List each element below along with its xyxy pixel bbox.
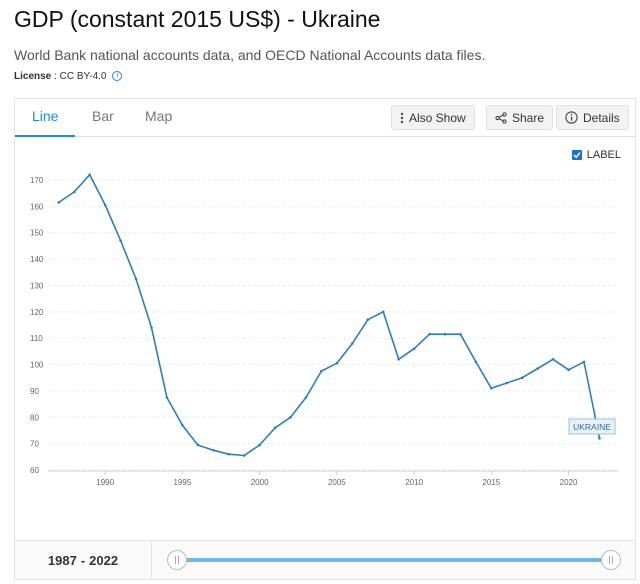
label-toggle[interactable]: LABEL [571, 149, 621, 161]
y-tick-label: 150 [30, 229, 44, 238]
data-point[interactable] [567, 368, 570, 372]
y-tick-label: 140 [30, 255, 44, 264]
page-title: GDP (constant 2015 US$) - Ukraine [14, 6, 381, 32]
y-tick-label: 120 [30, 308, 44, 317]
details-label: Details [583, 110, 620, 125]
also-show-label: Also Show [409, 110, 466, 125]
more-vertical-icon [400, 112, 404, 123]
data-point[interactable] [242, 454, 246, 457]
range-slider-end-handle[interactable] [601, 550, 621, 570]
details-button[interactable]: Details [556, 105, 629, 130]
y-tick-label: 80 [30, 413, 39, 422]
data-point[interactable] [551, 357, 555, 361]
range-slider-track[interactable] [177, 558, 611, 562]
range-start: 1987 [47, 552, 77, 568]
range-separator: - [80, 552, 86, 568]
license-label: License [14, 71, 52, 82]
data-point[interactable] [273, 426, 277, 430]
y-tick-label: 130 [30, 281, 44, 290]
data-point[interactable] [443, 332, 447, 336]
label-toggle-text: LABEL [586, 149, 621, 161]
tab-line[interactable]: Line [32, 108, 59, 124]
y-tick-label: 70 [30, 440, 39, 449]
share-icon [495, 111, 507, 124]
data-point[interactable] [304, 396, 308, 399]
range-slider-start-handle[interactable] [167, 550, 187, 570]
data-point[interactable] [335, 361, 339, 365]
data-point[interactable] [381, 310, 385, 314]
y-tick-label: 60 [30, 466, 39, 475]
x-tick-label: 1990 [96, 478, 114, 487]
x-tick-label: 2010 [405, 478, 423, 487]
y-tick-label: 170 [30, 176, 44, 185]
share-label: Share [512, 110, 545, 125]
data-point[interactable] [211, 448, 215, 452]
info-icon[interactable]: i [112, 71, 123, 82]
line-chart: 60 70 80 90 100 110 120 130 140 150 160 170 1990 1995… [30, 173, 618, 487]
data-point[interactable] [320, 369, 323, 373]
data-point[interactable] [428, 332, 431, 336]
page-subtitle: World Bank national accounts data, and O… [14, 47, 486, 63]
data-point[interactable] [289, 415, 292, 419]
y-tick-label: 100 [30, 361, 44, 370]
tab-map[interactable]: Map [145, 108, 173, 124]
data-point[interactable] [505, 381, 509, 385]
chart-tabs: Line Bar Map Also Show Share Details [15, 99, 635, 137]
range-end: 2022 [89, 552, 119, 568]
data-point[interactable] [490, 386, 493, 390]
data-point[interactable] [72, 190, 76, 194]
data-point[interactable] [165, 396, 169, 399]
x-tick-label: 2005 [328, 478, 346, 487]
time-range-bar: 1987 - 2022 [14, 540, 636, 580]
data-point[interactable] [459, 332, 462, 336]
data-point[interactable] [119, 239, 122, 242]
x-tick-label: 2000 [251, 478, 269, 487]
chart-panel: Line Bar Map Also Show Share Details LAB… [14, 98, 636, 540]
data-point[interactable] [397, 357, 400, 361]
share-button[interactable]: Share [486, 105, 554, 130]
license-value: CC BY-4.0 [59, 71, 107, 82]
data-point[interactable] [351, 342, 354, 345]
data-point[interactable] [181, 423, 184, 427]
data-point[interactable] [536, 367, 539, 370]
info-circle-icon [565, 111, 578, 124]
license-line: License : CC BY-4.0 i [14, 71, 123, 82]
data-point[interactable] [227, 452, 231, 456]
data-point[interactable] [150, 326, 153, 329]
checkbox-checked-icon[interactable] [571, 150, 582, 160]
y-tick-label: 90 [30, 387, 39, 396]
data-point[interactable] [412, 347, 416, 351]
tab-bar[interactable]: Bar [92, 108, 114, 124]
data-point[interactable] [258, 443, 261, 447]
series-end-label: UKRAINE [573, 422, 611, 432]
x-tick-label: 2015 [482, 478, 500, 487]
data-point[interactable] [474, 360, 478, 364]
year-range-label: 1987 - 2022 [15, 541, 152, 579]
also-show-button[interactable]: Also Show [391, 105, 475, 130]
data-point[interactable] [88, 173, 92, 177]
data-point[interactable] [134, 277, 138, 281]
series-label-box [568, 418, 616, 435]
data-point[interactable] [366, 318, 370, 322]
data-point[interactable] [582, 360, 586, 364]
x-tick-label: 1995 [173, 478, 191, 487]
active-tab-indicator [15, 135, 75, 137]
data-point[interactable] [57, 201, 61, 204]
data-point[interactable] [520, 376, 524, 380]
data-point[interactable] [103, 203, 107, 207]
data-point[interactable] [598, 437, 601, 440]
series-line-ukraine[interactable] [58, 173, 601, 457]
x-tick-label: 2020 [560, 478, 578, 487]
y-tick-label: 160 [30, 202, 44, 211]
data-point[interactable] [196, 443, 200, 447]
license-separator: : [51, 71, 60, 82]
y-tick-label: 110 [30, 334, 43, 343]
